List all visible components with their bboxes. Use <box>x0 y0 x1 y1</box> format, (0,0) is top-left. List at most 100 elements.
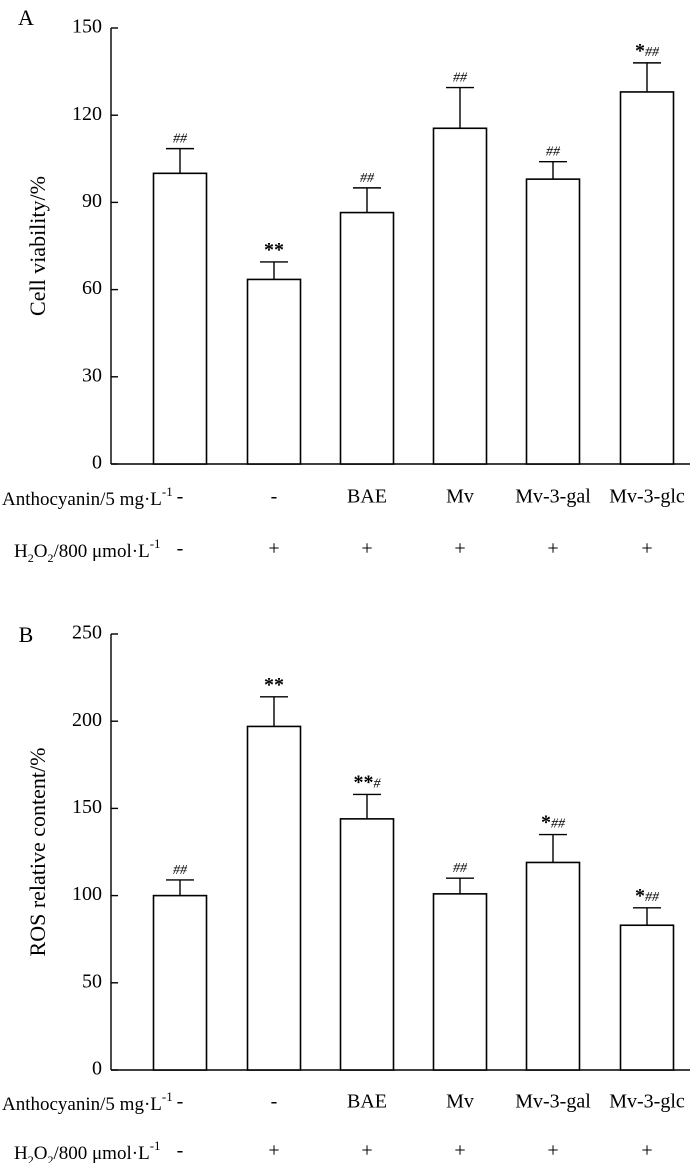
anthocyanin-label: - <box>177 486 184 508</box>
y-tick-label: 150 <box>72 796 102 818</box>
significance-mark: ## <box>173 863 188 878</box>
h2o2-label: + <box>268 1140 279 1162</box>
h2o2-row-label: H2O2/800 μmol·L-1 <box>14 1138 161 1163</box>
anthocyanin-label: Mv-3-glc <box>609 1091 685 1113</box>
h2o2-row-subscript: 2 <box>47 551 53 565</box>
significance-hash: ## <box>173 863 188 878</box>
h2o2-row-text-o: O <box>34 541 48 562</box>
significance-mark: *## <box>541 812 566 834</box>
significance-hash: ## <box>360 171 375 186</box>
significance-hash: # <box>374 776 382 791</box>
bar <box>339 818 395 1071</box>
significance-mark: ## <box>360 171 375 186</box>
anthocyanin-label: Mv <box>446 486 474 508</box>
anthocyanin-label: Mv-3-gal <box>515 486 591 508</box>
y-tick-label: 150 <box>72 16 102 38</box>
h2o2-row-label: H2O2/800 μmol·L-1 <box>14 536 161 565</box>
significance-hash: ## <box>453 861 468 876</box>
y-tick-label: 0 <box>92 1058 102 1080</box>
anthocyanin-label: - <box>177 1091 184 1113</box>
h2o2-row-text-rest: /800 μmol·L <box>53 541 149 562</box>
h2o2-label: + <box>641 1140 652 1162</box>
y-axis-title: ROS relative content/% <box>25 748 50 957</box>
h2o2-label: - <box>177 1140 184 1162</box>
h2o2-row-superscript: -1 <box>150 536 161 551</box>
anthocyanin-label: Mv-3-glc <box>609 486 685 508</box>
h2o2-label: - <box>177 538 184 560</box>
bar <box>432 127 488 465</box>
h2o2-label: + <box>641 538 652 560</box>
significance-hash: ## <box>546 145 561 160</box>
chart-panel-a: A 0 30 60 90 120 150 Cell viability/% ## - - ** - + ##… <box>2 5 690 565</box>
significance-star: ** <box>264 674 284 696</box>
anthocyanin-row-label: Anthocyanin/5 mg·L-1 <box>2 484 173 510</box>
significance-hash: ## <box>645 45 660 60</box>
anthocyanin-row-text: Anthocyanin/5 mg·L <box>2 489 162 510</box>
anthocyanin-row-label: Anthocyanin/5 mg·L-1 <box>2 1089 173 1115</box>
significance-mark: *## <box>635 885 660 907</box>
y-tick-label: 120 <box>72 103 102 125</box>
h2o2-row-superscript: -1 <box>150 1138 161 1153</box>
significance-mark: **# <box>354 771 382 793</box>
anthocyanin-label: Mv-3-gal <box>515 1091 591 1113</box>
significance-mark: ** <box>264 674 284 696</box>
h2o2-label: + <box>454 1140 465 1162</box>
y-tick-label: 200 <box>72 709 102 731</box>
h2o2-row-subscript: 2 <box>47 1153 53 1163</box>
anthocyanin-label: BAE <box>347 486 387 508</box>
significance-mark: ** <box>264 239 284 261</box>
bar <box>525 178 581 465</box>
h2o2-label: + <box>454 538 465 560</box>
anthocyanin-row-superscript: -1 <box>162 1089 173 1104</box>
anthocyanin-row-text: Anthocyanin/5 mg·L <box>2 1094 162 1115</box>
significance-star: ** <box>264 239 284 261</box>
significance-mark: ## <box>546 145 561 160</box>
significance-hash: ## <box>453 71 468 86</box>
h2o2-row-subscript: 2 <box>28 1153 34 1163</box>
bar <box>619 924 675 1071</box>
anthocyanin-label: - <box>271 486 278 508</box>
bar <box>246 278 302 465</box>
y-tick-label: 90 <box>82 190 102 212</box>
significance-mark: ## <box>453 71 468 86</box>
y-tick-label: 250 <box>72 622 102 644</box>
bar <box>619 91 675 465</box>
h2o2-row-text-h: H <box>14 1143 28 1163</box>
significance-hash: ## <box>551 817 566 832</box>
h2o2-label: + <box>547 1140 558 1162</box>
y-tick-label: 100 <box>72 883 102 905</box>
significance-star: * <box>635 40 645 62</box>
bar <box>339 211 395 465</box>
y-tick-label: 50 <box>82 970 102 992</box>
significance-mark: *## <box>635 40 660 62</box>
significance-hash: ## <box>173 132 188 147</box>
bar <box>152 172 208 465</box>
significance-star: * <box>635 885 645 907</box>
bar <box>432 893 488 1071</box>
h2o2-label: + <box>547 538 558 560</box>
h2o2-label: + <box>268 538 279 560</box>
y-tick-label: 0 <box>92 452 102 474</box>
h2o2-row-text-o: O <box>34 1143 48 1163</box>
y-axis-title: Cell viability/% <box>25 176 50 316</box>
h2o2-row-text-h: H <box>14 541 28 562</box>
anthocyanin-row-superscript: -1 <box>162 484 173 499</box>
y-tick-label: 60 <box>82 277 102 299</box>
significance-star: ** <box>354 771 374 793</box>
significance-mark: ## <box>453 861 468 876</box>
bar <box>152 894 208 1071</box>
h2o2-label: + <box>361 538 372 560</box>
anthocyanin-label: BAE <box>347 1091 387 1113</box>
bar <box>246 725 302 1071</box>
bar <box>525 861 581 1071</box>
panel-label: B <box>19 622 34 647</box>
panel-label: A <box>18 5 34 30</box>
y-tick-label: 30 <box>82 364 102 386</box>
significance-mark: ## <box>173 132 188 147</box>
significance-star: * <box>541 812 551 834</box>
anthocyanin-label: Mv <box>446 1091 474 1113</box>
significance-hash: ## <box>645 890 660 905</box>
anthocyanin-label: - <box>271 1091 278 1113</box>
